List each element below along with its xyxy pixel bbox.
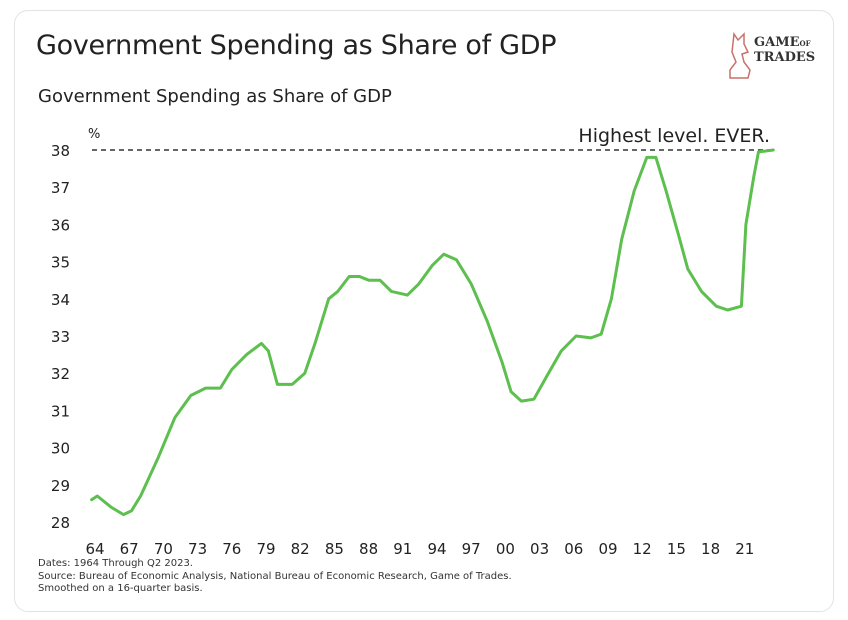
x-tick-label: 12 bbox=[633, 540, 652, 558]
footnote-dates: Dates: 1964 Through Q2 2023. bbox=[38, 558, 193, 569]
chart-title: Government Spending as Share of GDP bbox=[38, 86, 392, 107]
x-tick-label: 03 bbox=[530, 540, 549, 558]
x-tick-label: 91 bbox=[393, 540, 412, 558]
y-tick-label: 29 bbox=[51, 477, 70, 495]
x-tick-label: 18 bbox=[701, 540, 720, 558]
y-tick-label: 36 bbox=[51, 216, 70, 234]
x-tick-label: 21 bbox=[735, 540, 754, 558]
x-tick-label: 70 bbox=[154, 540, 173, 558]
y-tick-label: 30 bbox=[51, 440, 70, 458]
x-tick-label: 88 bbox=[359, 540, 378, 558]
footnote-smoothing: Smoothed on a 16-quarter basis. bbox=[38, 583, 203, 594]
x-tick-label: 09 bbox=[598, 540, 617, 558]
x-tick-label: 73 bbox=[188, 540, 207, 558]
x-tick-label: 82 bbox=[291, 540, 310, 558]
brand-logo: GAMEOF TRADES bbox=[726, 30, 826, 80]
x-tick-label: 85 bbox=[325, 540, 344, 558]
x-tick-label: 67 bbox=[120, 540, 139, 558]
x-tick-label: 76 bbox=[222, 540, 241, 558]
footnote-source: Source: Bureau of Economic Analysis, Nat… bbox=[38, 570, 512, 582]
y-tick-label: 28 bbox=[51, 514, 70, 532]
y-axis-unit: % bbox=[88, 127, 100, 142]
x-tick-label: 94 bbox=[427, 540, 446, 558]
x-tick-label: 06 bbox=[564, 540, 583, 558]
x-tick-label: 97 bbox=[462, 540, 481, 558]
x-tick-label: 15 bbox=[667, 540, 686, 558]
y-tick-label: 37 bbox=[51, 179, 70, 197]
footnotes: Dates: 1964 Through Q2 2023. Source: Bur… bbox=[38, 558, 512, 596]
x-tick-label: 79 bbox=[256, 540, 275, 558]
knight-icon bbox=[729, 31, 751, 79]
y-tick-label: 32 bbox=[51, 365, 70, 383]
x-tick-label: 00 bbox=[496, 540, 515, 558]
x-tick-label: 64 bbox=[85, 540, 104, 558]
y-tick-label: 35 bbox=[51, 254, 70, 272]
y-tick-label: 31 bbox=[51, 402, 70, 420]
y-tick-label: 33 bbox=[51, 328, 70, 346]
y-tick-label: 34 bbox=[51, 291, 70, 309]
y-tick-label: 38 bbox=[51, 142, 70, 160]
page-title: Government Spending as Share of GDP bbox=[36, 30, 557, 61]
chart-card bbox=[14, 10, 834, 612]
series-line bbox=[90, 148, 775, 517]
annotation: Highest level. EVER. bbox=[578, 125, 770, 147]
